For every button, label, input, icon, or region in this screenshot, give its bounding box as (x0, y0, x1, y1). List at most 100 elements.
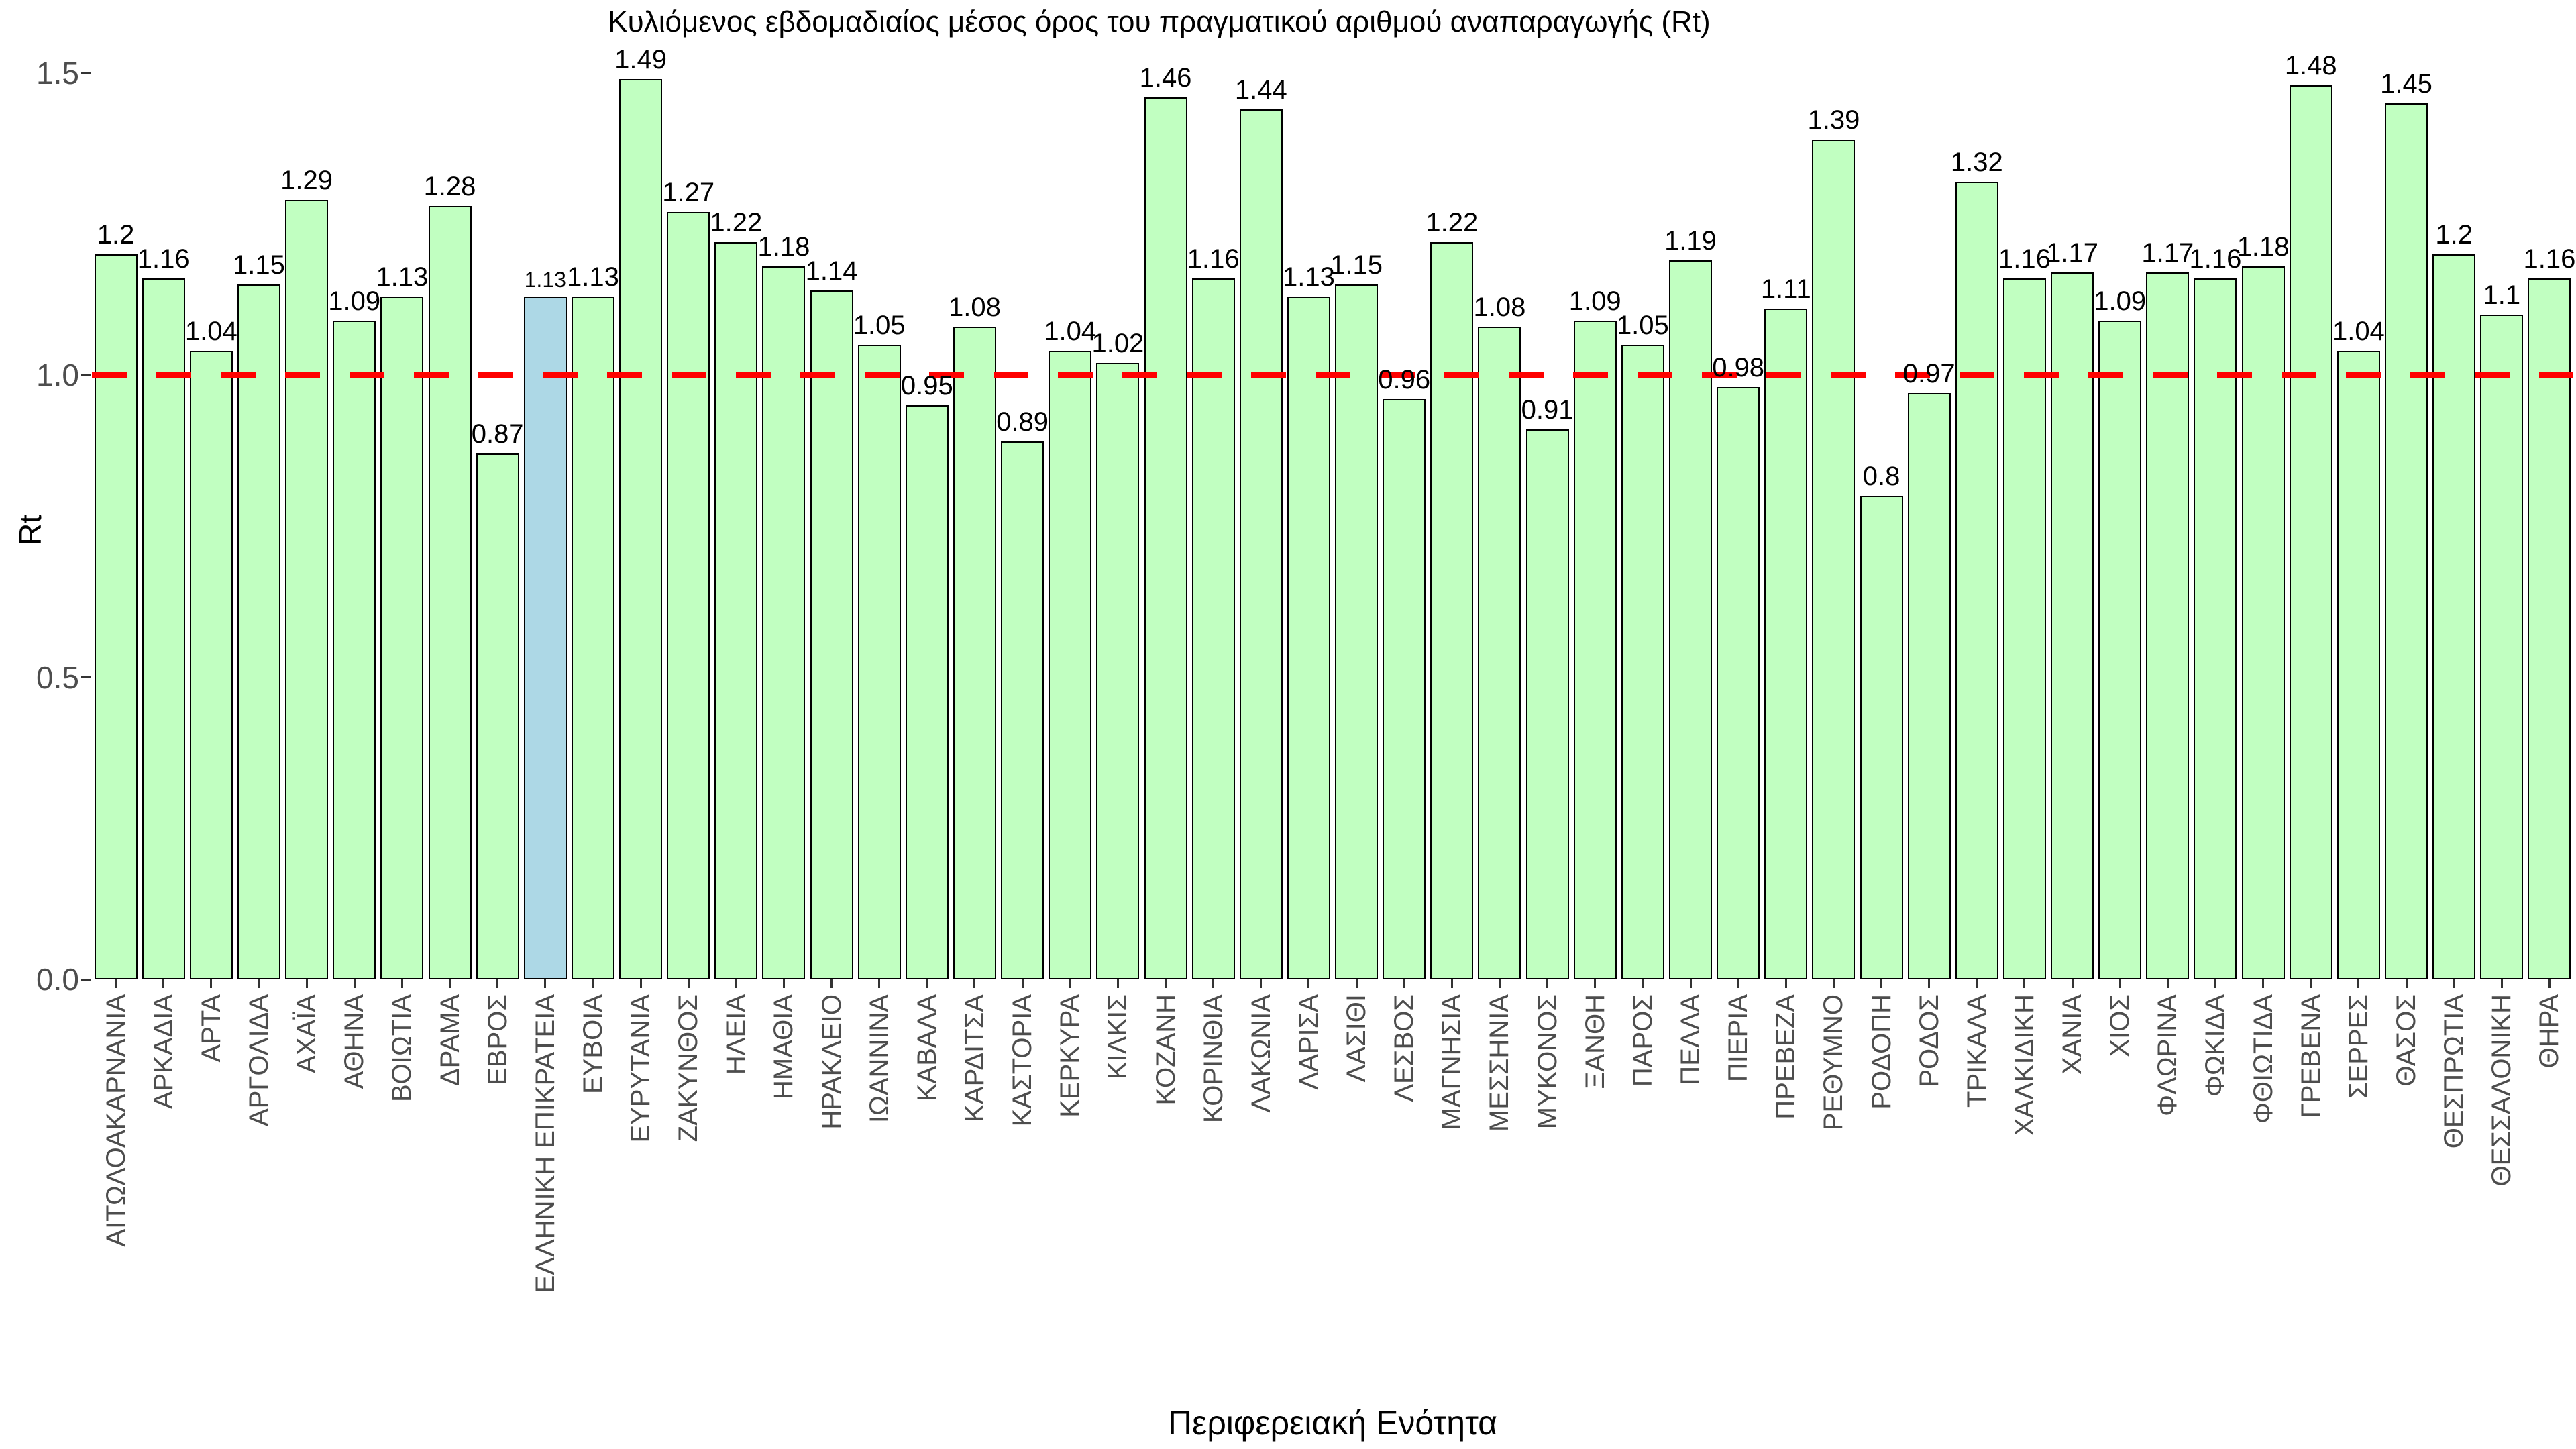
bar-value-label: 1.17 (2141, 238, 2194, 268)
bar-value-label: 0.96 (1378, 365, 1431, 395)
x-tick-mark (258, 979, 260, 988)
y-tick-label: 0.5 (36, 659, 79, 695)
x-tick-mark (1642, 979, 1644, 988)
x-tick-label: ΛΕΣΒΟΣ (1389, 994, 1419, 1102)
x-tick-mark (305, 979, 308, 988)
bar (1001, 441, 1044, 979)
x-tick-mark (1928, 979, 1931, 988)
x-tick-mark (1737, 979, 1739, 988)
x-tick-label: ΚΙΛΚΙΣ (1103, 994, 1133, 1080)
bar-value-label: 1.22 (1426, 208, 1479, 238)
x-tick-mark (1784, 979, 1787, 988)
x-tick-label: ΘΕΣΠΡΩΤΙΑ (2439, 994, 2469, 1149)
bar (189, 351, 233, 979)
bar (1191, 278, 1235, 979)
bar (1049, 351, 1092, 979)
x-tick-label: ΑΡΓΟΛΙΔΑ (244, 994, 274, 1127)
x-tick-mark (2023, 979, 2026, 988)
bar (667, 212, 710, 979)
bar (142, 278, 185, 979)
x-tick-mark (1403, 979, 1405, 988)
x-tick-mark (2071, 979, 2074, 988)
y-tick-label: 1.0 (36, 358, 79, 393)
bar (619, 79, 663, 979)
x-tick-label: ΚΑΒΑΛΑ (912, 994, 942, 1102)
bar-value-label: 1.45 (2380, 69, 2432, 99)
bar-value-label: 1.29 (280, 166, 333, 196)
bar-value-label: 1.14 (805, 256, 858, 286)
x-tick-mark (639, 979, 642, 988)
bar (1525, 429, 1569, 979)
x-tick-label: ΠΕΛΛΑ (1676, 994, 1705, 1085)
bar-value-label: 1.11 (1760, 274, 1811, 305)
x-tick-label: ΓΡΕΒΕΝΑ (2296, 994, 2326, 1118)
bar (2002, 278, 2046, 979)
reference-line (92, 372, 2573, 378)
x-tick-label: ΚΟΖΑΝΗ (1150, 994, 1181, 1106)
x-tick-mark (2500, 979, 2503, 988)
x-tick-label: ΧΑΛΚΙΔΙΚΗ (2009, 994, 2039, 1136)
bar-value-label: 1.04 (184, 317, 237, 347)
bar-value-label: 1.2 (2435, 220, 2473, 250)
y-tick-label: 0.0 (36, 962, 79, 997)
bar (2241, 266, 2285, 979)
bar-value-label: 1.18 (2237, 232, 2290, 262)
bar-value-label: 1.05 (853, 311, 906, 341)
x-tick-label: ΜΑΓΝΗΣΙΑ (1437, 994, 1467, 1130)
bar-value-label: 1.08 (1473, 292, 1526, 323)
x-tick-mark (735, 979, 737, 988)
bar (1478, 327, 1521, 979)
x-tick-label: ΛΑΣΙΘΙ (1342, 994, 1372, 1083)
bar-value-label: 1.2 (97, 220, 135, 250)
bar-value-label: 1.04 (1044, 317, 1097, 347)
bar (714, 242, 758, 979)
bar (571, 297, 614, 979)
x-tick-mark (878, 979, 881, 988)
x-tick-label: ΘΗΡΑ (2534, 994, 2565, 1069)
bar (476, 453, 519, 979)
bar-value-label: 0.97 (1902, 359, 1955, 389)
x-tick-label: ΛΑΚΩΝΙΑ (1246, 994, 1276, 1113)
x-tick-mark (2214, 979, 2216, 988)
x-tick-mark (2118, 979, 2121, 988)
bar (380, 297, 424, 979)
x-tick-mark (2453, 979, 2455, 988)
bar-value-label: 1.09 (2094, 286, 2147, 317)
x-tick-mark (1212, 979, 1215, 988)
x-tick-label: ΠΙΕΡΙΑ (1723, 994, 1754, 1083)
bar-value-label: 1.02 (1091, 329, 1144, 359)
x-tick-mark (544, 979, 547, 988)
bar (1812, 140, 1856, 979)
x-tick-label: ΦΩΚΙΔΑ (2200, 994, 2231, 1097)
bar (1860, 496, 1903, 979)
x-tick-label: ΦΛΩΡΙΝΑ (2153, 994, 2183, 1116)
bar-value-label: 1.08 (949, 292, 1001, 323)
y-axis-title: Rt (12, 463, 48, 597)
x-tick-mark (1450, 979, 1453, 988)
bar-value-label: 1.16 (137, 244, 190, 274)
x-tick-mark (2166, 979, 2169, 988)
x-tick-mark (1165, 979, 1167, 988)
x-tick-mark (400, 979, 403, 988)
x-tick-label: ΤΡΙΚΑΛΑ (1962, 994, 1992, 1108)
bar-value-label: 0.89 (996, 407, 1049, 437)
x-tick-mark (115, 979, 117, 988)
bar (1669, 260, 1712, 979)
x-tick-mark (2310, 979, 2312, 988)
x-tick-mark (1546, 979, 1549, 988)
bar-value-label: 1.39 (1807, 105, 1860, 136)
bar-value-label: 1.13 (1282, 262, 1335, 292)
bar (2480, 315, 2524, 979)
x-tick-label: ΕΥΡΥΤΑΝΙΑ (626, 994, 656, 1143)
x-tick-mark (1880, 979, 1883, 988)
bar-value-label: 1.16 (1998, 244, 2051, 274)
bar (2432, 254, 2476, 979)
bar-value-label: 1.16 (2523, 244, 2576, 274)
x-tick-label: ΑΡΤΑ (196, 994, 226, 1063)
x-tick-mark (973, 979, 976, 988)
x-tick-label: ΘΕΣΣΑΛΟΝΙΚΗ (2487, 994, 2517, 1187)
x-tick-label: ΦΘΙΩΤΙΔΑ (2248, 994, 2278, 1124)
x-tick-mark (2405, 979, 2408, 988)
bar-value-label: 1.09 (1568, 286, 1621, 317)
bar-value-label: 1.22 (710, 208, 763, 238)
